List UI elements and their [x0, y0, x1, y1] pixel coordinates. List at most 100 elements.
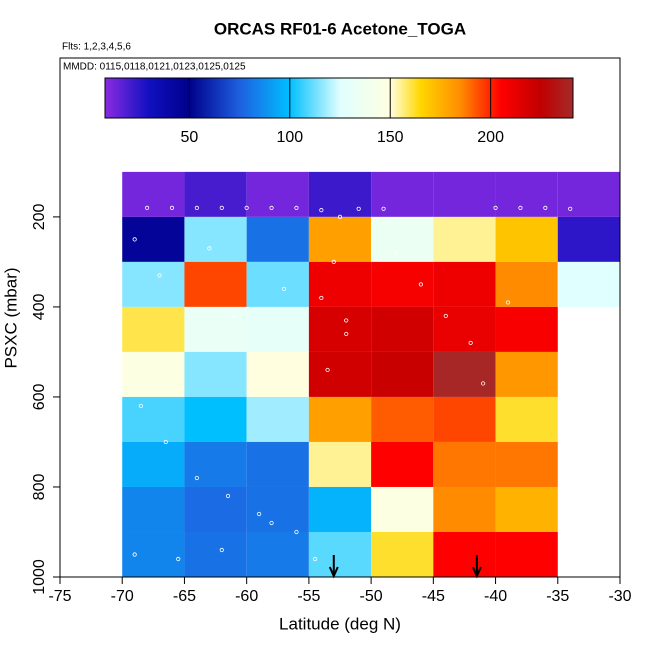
sample-point — [176, 556, 181, 562]
sample-point — [356, 206, 361, 211]
sample-point — [518, 205, 523, 210]
heatmap-cell — [308, 396, 372, 442]
heatmap-cell — [371, 441, 434, 487]
sample-point — [344, 318, 349, 323]
sample-point — [313, 556, 318, 562]
heatmap-cell — [433, 216, 496, 262]
heatmap-cell — [371, 531, 434, 577]
heatmap-cell — [557, 171, 620, 217]
sample-point — [294, 529, 299, 535]
heatmap-cell — [308, 486, 372, 532]
plot-frame — [59, 57, 621, 578]
heatmap-cell — [495, 306, 558, 352]
heatmap-cell — [184, 441, 247, 487]
sample-point — [481, 381, 486, 386]
x-tick-label: -60 — [235, 588, 258, 605]
sample-point — [138, 403, 143, 409]
heatmap-cell — [308, 171, 372, 217]
sample-point — [207, 246, 212, 251]
heatmap-cell — [557, 261, 620, 307]
heatmap-cell — [184, 396, 247, 442]
y-tick-label: 800 — [31, 474, 48, 501]
heatmap-cell — [371, 486, 434, 532]
sample-point — [568, 206, 573, 211]
heatmap-cell — [246, 351, 309, 397]
heatmap-cell — [433, 396, 496, 442]
colorbar — [104, 77, 574, 119]
heatmap-cell — [495, 351, 558, 397]
heatmap-cell — [184, 216, 247, 262]
x-axis-label: Latitude (deg N) — [279, 614, 401, 633]
heatmap-cell — [371, 216, 434, 262]
sample-point — [269, 520, 274, 526]
heatmap-cell — [495, 396, 558, 442]
heatmap-cell — [246, 396, 309, 442]
y-tick-label: 1000 — [31, 559, 48, 595]
sample-point — [169, 205, 175, 210]
heatmap-cell — [122, 171, 185, 217]
subtitle: Flts: 1,2,3,4,5,6 — [62, 42, 131, 53]
sample-point — [493, 205, 498, 210]
sample-point — [194, 475, 199, 481]
x-tick-label: -65 — [173, 588, 196, 605]
annotation: MMDD: 0115,0118,0121,0123,0125,0125 — [63, 62, 246, 73]
heatmap-cell — [246, 531, 309, 577]
sample-point — [157, 273, 162, 278]
x-tick-label: -75 — [48, 588, 71, 605]
arrow-head — [328, 566, 339, 579]
heatmap-cell — [495, 261, 558, 307]
heatmap-cell — [433, 171, 496, 217]
heatmap-cell — [308, 441, 372, 487]
heatmap-cell — [433, 486, 496, 532]
arrow-head — [471, 566, 482, 579]
arrow — [471, 555, 482, 579]
heatmap-cell — [308, 306, 372, 352]
heatmap-cell — [184, 531, 247, 577]
colorbar-tick-label: 50 — [180, 129, 198, 146]
sample-point — [269, 205, 274, 210]
heatmap-cell — [433, 441, 496, 487]
heatmap-cell — [433, 261, 496, 307]
heatmap-cell — [371, 351, 434, 397]
heatmap-cell — [371, 171, 434, 217]
x-tick-label: -40 — [484, 588, 507, 605]
heatmap-cell — [184, 486, 247, 532]
sample-point — [543, 205, 548, 210]
heatmap-cell — [246, 171, 309, 217]
heatmap-cell — [184, 306, 247, 352]
heatmap-cell — [433, 351, 496, 397]
sample-point — [319, 295, 324, 301]
heatmap-cell — [495, 486, 558, 532]
sample-point — [132, 237, 137, 242]
heatmap-cell — [246, 306, 309, 352]
sample-point — [381, 206, 386, 211]
heatmap-cell — [495, 441, 558, 487]
heatmap-cell — [371, 396, 434, 442]
sample-point — [443, 313, 448, 319]
heatmap-cell — [122, 351, 185, 397]
colorbar-tick-label: 100 — [276, 129, 303, 146]
heatmap-cell — [308, 351, 372, 397]
heatmap-cell — [246, 486, 309, 532]
y-tick-label: 200 — [31, 203, 48, 230]
heatmap-cell — [308, 261, 372, 307]
sample-point — [219, 547, 224, 553]
y-tick-label: 400 — [31, 293, 48, 320]
sample-point — [468, 340, 473, 346]
heatmap-cell — [308, 531, 372, 577]
sample-point — [132, 552, 137, 557]
heatmap-cell — [122, 396, 185, 442]
x-tick-label: -45 — [422, 588, 445, 605]
sample-point — [325, 367, 330, 373]
heatmap-cell — [122, 216, 185, 262]
x-tick-label: -35 — [546, 588, 569, 605]
x-tick-label: -30 — [608, 588, 631, 605]
sample-point — [418, 282, 423, 287]
sample-point — [163, 439, 168, 445]
heatmap-cell — [495, 171, 558, 217]
x-tick-label: -55 — [297, 588, 320, 605]
x-tick-label: -70 — [111, 588, 134, 605]
heatmap-cell — [122, 261, 185, 307]
sample-point — [505, 300, 511, 305]
